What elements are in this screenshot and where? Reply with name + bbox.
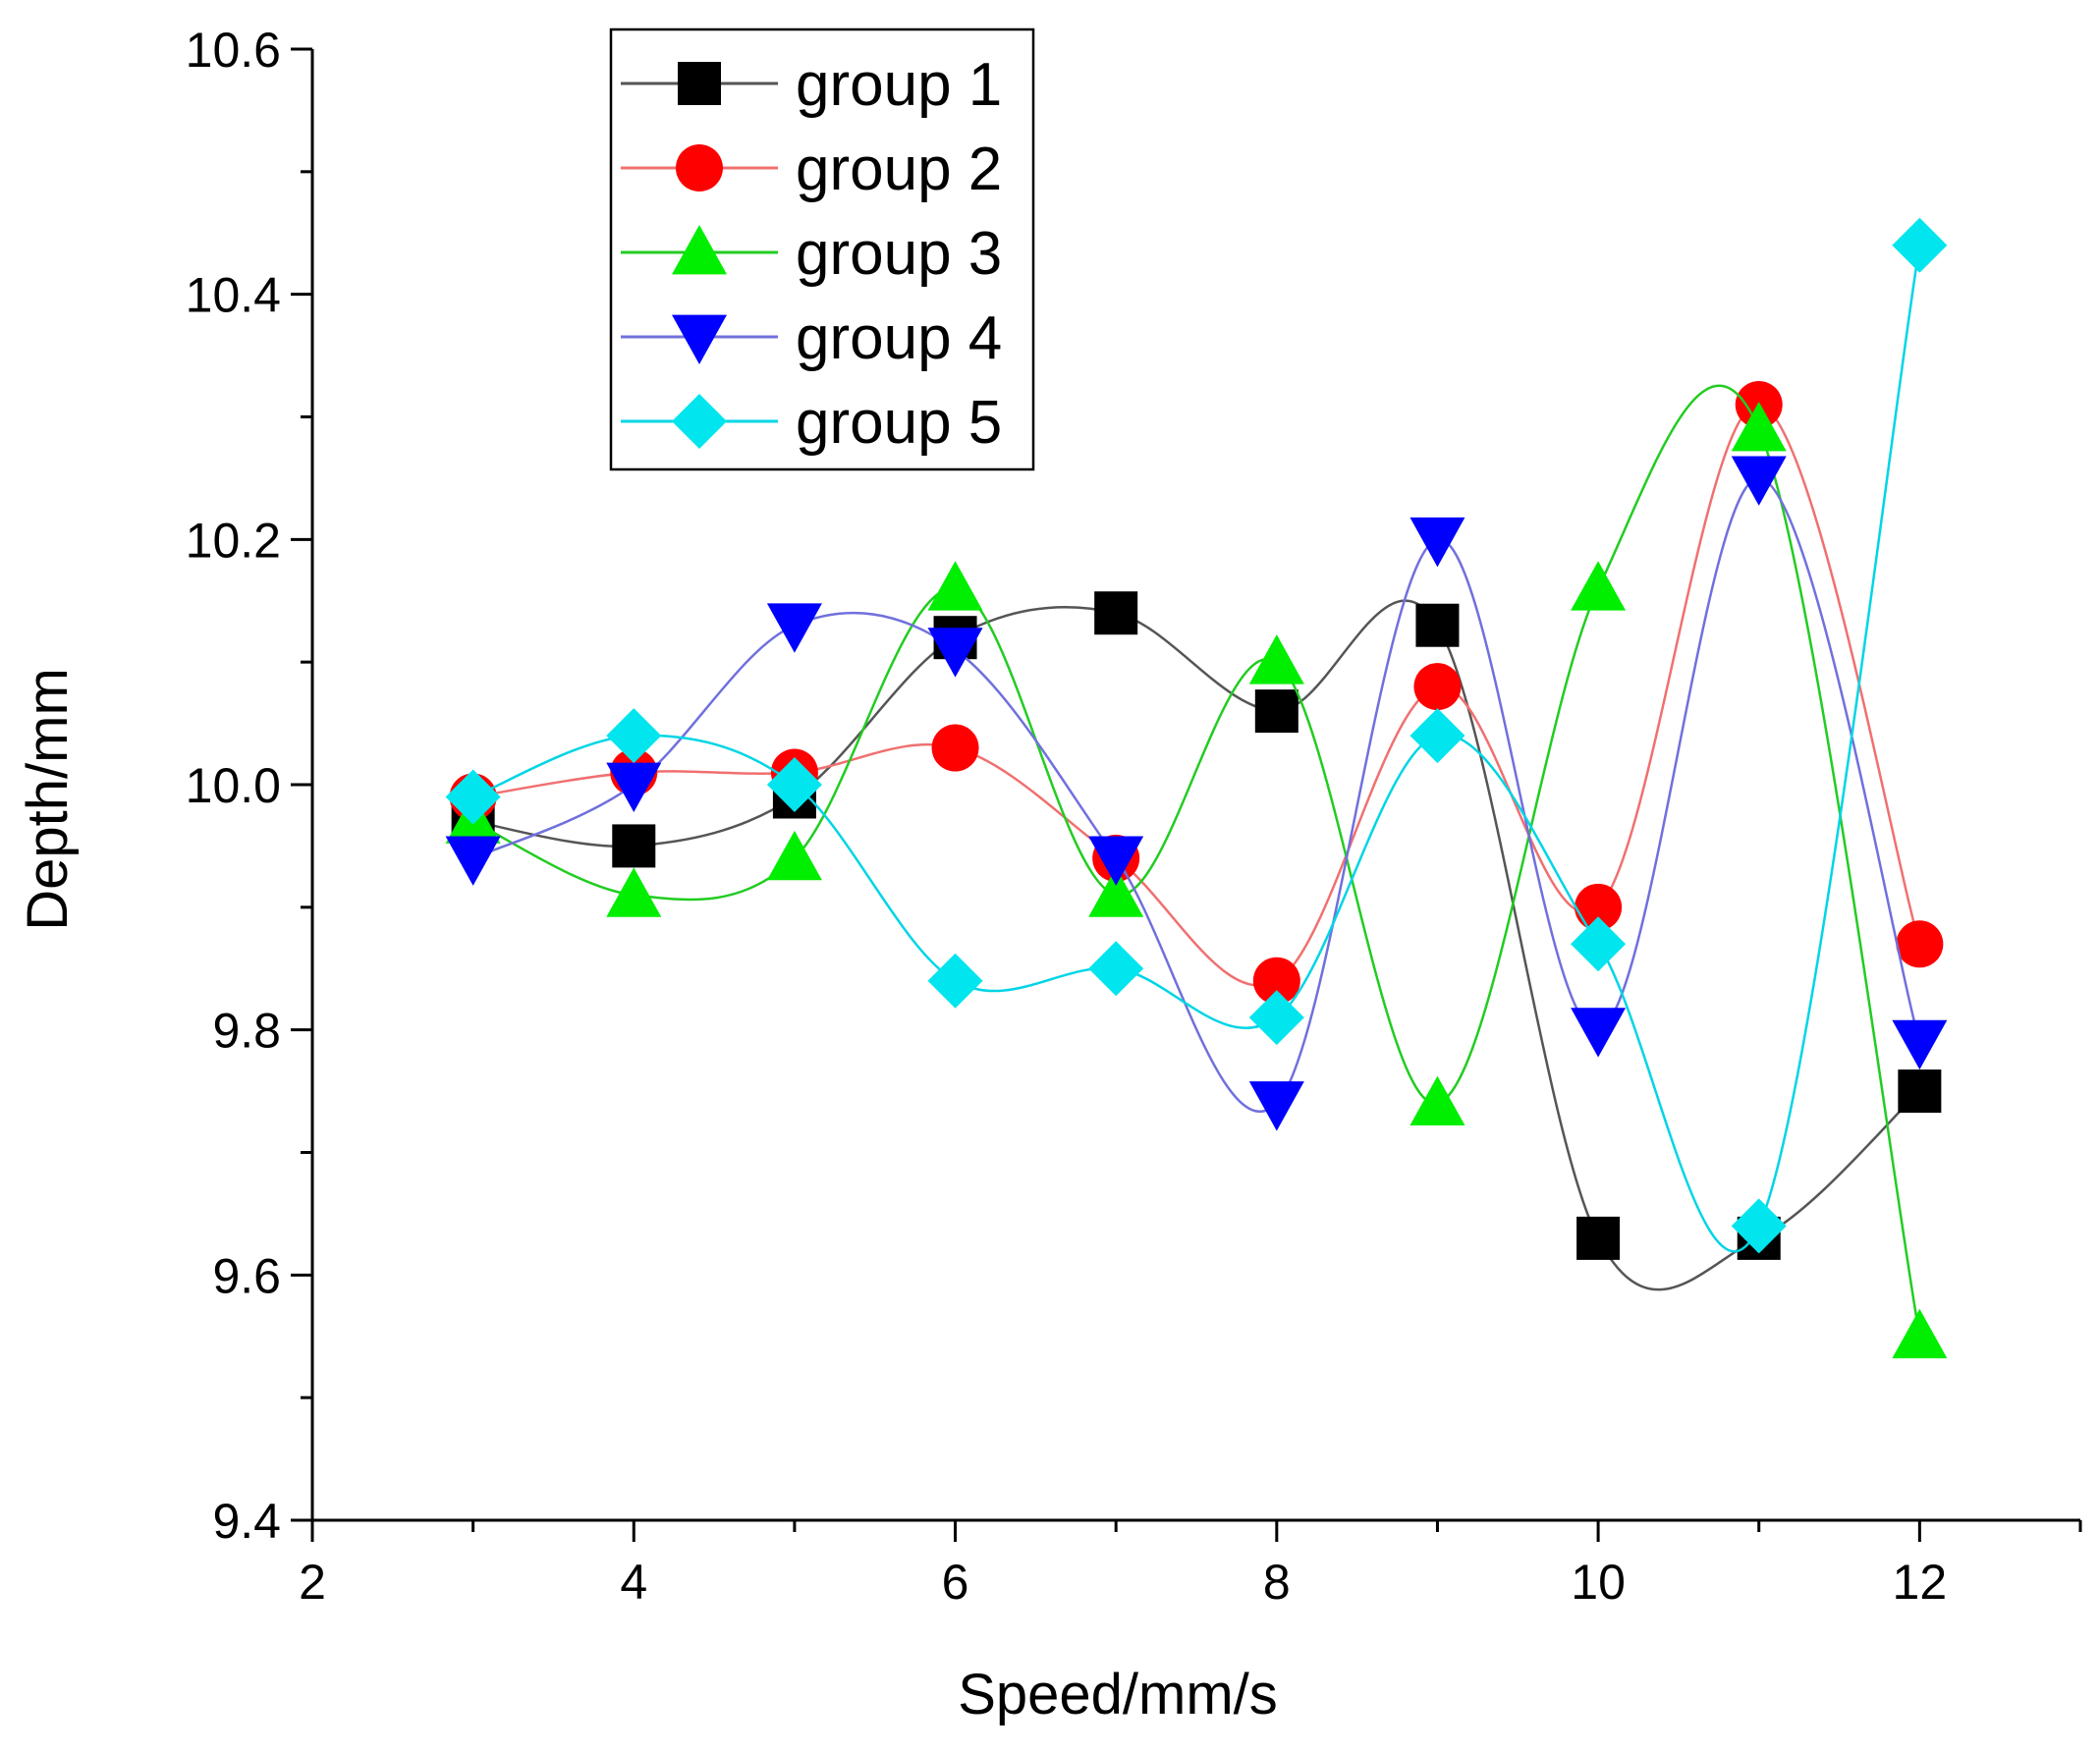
legend-label: group 2 xyxy=(796,136,1002,203)
data-point xyxy=(1254,689,1299,734)
y-tick-label: 10.6 xyxy=(186,23,281,78)
legend-item: group 5 xyxy=(621,389,1002,457)
data-point xyxy=(1892,1308,1948,1359)
data-point xyxy=(766,757,822,812)
data-point xyxy=(1252,957,1300,1005)
legend-label: group 1 xyxy=(796,51,1002,119)
legend-item: group 3 xyxy=(621,220,1002,288)
x-tick-label: 6 xyxy=(942,1555,969,1610)
data-point xyxy=(1415,603,1460,647)
data-point xyxy=(1575,883,1623,931)
data-point xyxy=(1576,1216,1621,1260)
y-tick-label: 9.6 xyxy=(212,1248,281,1303)
data-point xyxy=(766,603,822,653)
data-point xyxy=(606,762,662,812)
data-point xyxy=(445,769,501,825)
y-tick-label: 10.2 xyxy=(186,513,281,568)
series-3 xyxy=(445,384,1948,1359)
data-point xyxy=(1731,1198,1787,1254)
x-tick-label: 12 xyxy=(1893,1555,1948,1610)
data-point xyxy=(1409,1075,1465,1125)
x-tick-label: 8 xyxy=(1263,1555,1291,1610)
data-point xyxy=(1409,708,1465,764)
y-tick-label: 10.0 xyxy=(186,758,281,813)
data-point xyxy=(606,867,662,917)
x-tick-label: 10 xyxy=(1571,1555,1626,1610)
x-ticks: 2 4 6 8 10 12 xyxy=(299,1520,2082,1610)
legend-marker xyxy=(676,144,723,192)
x-axis-title: Speed/mm/s xyxy=(958,1663,1278,1726)
data-point xyxy=(1892,217,1948,273)
series-4 xyxy=(445,456,1948,1131)
series-line xyxy=(472,384,1921,1337)
data-point xyxy=(1571,1008,1627,1058)
data-point xyxy=(1896,920,1944,968)
data-point xyxy=(1088,941,1144,997)
series-layer xyxy=(445,217,1948,1359)
data-point xyxy=(1731,401,1787,452)
data-point xyxy=(1248,634,1304,684)
series-line xyxy=(472,403,1921,987)
y-tick-label: 10.4 xyxy=(186,268,281,323)
data-point xyxy=(1892,1019,1948,1070)
data-point xyxy=(1248,1081,1304,1131)
data-point xyxy=(1571,916,1627,972)
y-tick-label: 9.8 xyxy=(212,1004,281,1059)
data-point xyxy=(927,628,983,678)
data-point xyxy=(1409,517,1465,568)
axes: 2 4 6 8 10 12 9.4 9.6 9.8 10.0 10.2 10.4 10.6 xyxy=(186,23,2082,1610)
y-ticks: 9.4 9.6 9.8 10.0 10.2 10.4 10.6 xyxy=(186,23,312,1549)
legend-marker xyxy=(672,314,727,364)
data-point xyxy=(1571,561,1627,611)
y-tick-label: 9.4 xyxy=(212,1494,281,1549)
legend-marker xyxy=(672,394,727,449)
data-point xyxy=(612,824,656,868)
data-point xyxy=(445,836,501,886)
series-1 xyxy=(451,591,1942,1291)
data-point xyxy=(1898,1069,1942,1114)
data-point xyxy=(1088,867,1144,917)
legend-label: group 5 xyxy=(796,389,1002,457)
data-point xyxy=(606,708,662,764)
x-tick-label: 2 xyxy=(299,1555,326,1610)
legend: group 1 group 2 group 3 group 4 group 5 xyxy=(609,27,1035,471)
legend-marker xyxy=(672,225,727,275)
data-point xyxy=(1731,456,1787,506)
legend-label: group 3 xyxy=(796,220,1002,288)
legend-marker xyxy=(678,62,721,105)
data-point xyxy=(927,561,983,611)
legend-item: group 4 xyxy=(621,304,1002,372)
data-point xyxy=(766,830,822,881)
series-2 xyxy=(449,381,1944,1005)
data-point xyxy=(1248,990,1304,1046)
legend-item: group 1 xyxy=(621,51,1002,119)
series-line xyxy=(472,476,1921,1113)
legend-label: group 4 xyxy=(796,304,1002,372)
x-tick-label: 4 xyxy=(620,1555,647,1610)
data-point xyxy=(931,724,979,772)
series-5 xyxy=(445,217,1948,1254)
data-point xyxy=(1413,663,1462,711)
legend-item: group 2 xyxy=(621,136,1002,203)
data-point xyxy=(927,953,983,1009)
data-point xyxy=(1094,591,1138,635)
y-axis-title: Depth/mm xyxy=(16,668,80,931)
data-point xyxy=(1088,836,1144,886)
